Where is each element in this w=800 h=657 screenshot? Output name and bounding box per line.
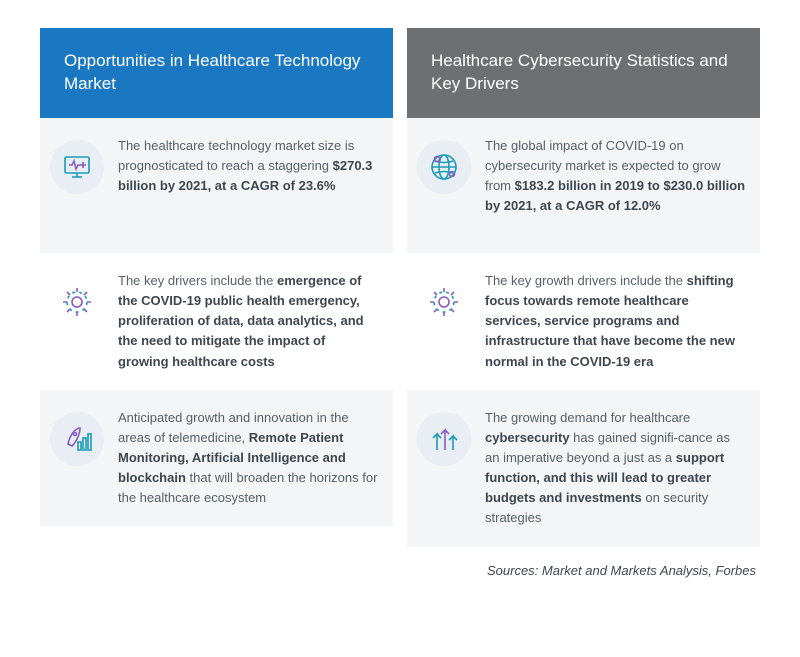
right-header: Healthcare Cybersecurity Statistics and …	[407, 28, 760, 118]
sources-line: Sources: Market and Markets Analysis, Fo…	[40, 563, 760, 578]
left-title: Opportunities in Healthcare Technology M…	[64, 50, 371, 96]
gear-icon	[50, 275, 104, 329]
left-row-1: The healthcare technology market size is…	[40, 118, 393, 253]
right-row-2: The key growth drivers include the shift…	[407, 253, 760, 390]
globe-icon	[417, 140, 471, 194]
right-row-2-text: The key growth drivers include the shift…	[485, 271, 746, 372]
right-column: Healthcare Cybersecurity Statistics and …	[407, 28, 760, 547]
left-row-1-text: The healthcare technology market size is…	[118, 136, 379, 196]
right-row-1-text: The global impact of COVID-19 on cyberse…	[485, 136, 746, 217]
two-column-layout: Opportunities in Healthcare Technology M…	[40, 28, 760, 547]
left-header: Opportunities in Healthcare Technology M…	[40, 28, 393, 118]
left-row-2-text: The key drivers include the emergence of…	[118, 271, 379, 372]
right-row-3: The growing demand for healthcare cybers…	[407, 390, 760, 547]
right-row-1: The global impact of COVID-19 on cyberse…	[407, 118, 760, 253]
right-title: Healthcare Cybersecurity Statistics and …	[431, 50, 738, 96]
arrows-up-icon	[417, 412, 471, 466]
left-row-2: The key drivers include the emergence of…	[40, 253, 393, 390]
rocket-growth-icon	[50, 412, 104, 466]
left-row-3-text: Anticipated growth and innovation in the…	[118, 408, 379, 509]
left-row-3: Anticipated growth and innovation in the…	[40, 390, 393, 527]
right-row-3-text: The growing demand for healthcare cybers…	[485, 408, 746, 529]
monitor-health-icon	[50, 140, 104, 194]
left-column: Opportunities in Healthcare Technology M…	[40, 28, 393, 547]
gear-icon	[417, 275, 471, 329]
